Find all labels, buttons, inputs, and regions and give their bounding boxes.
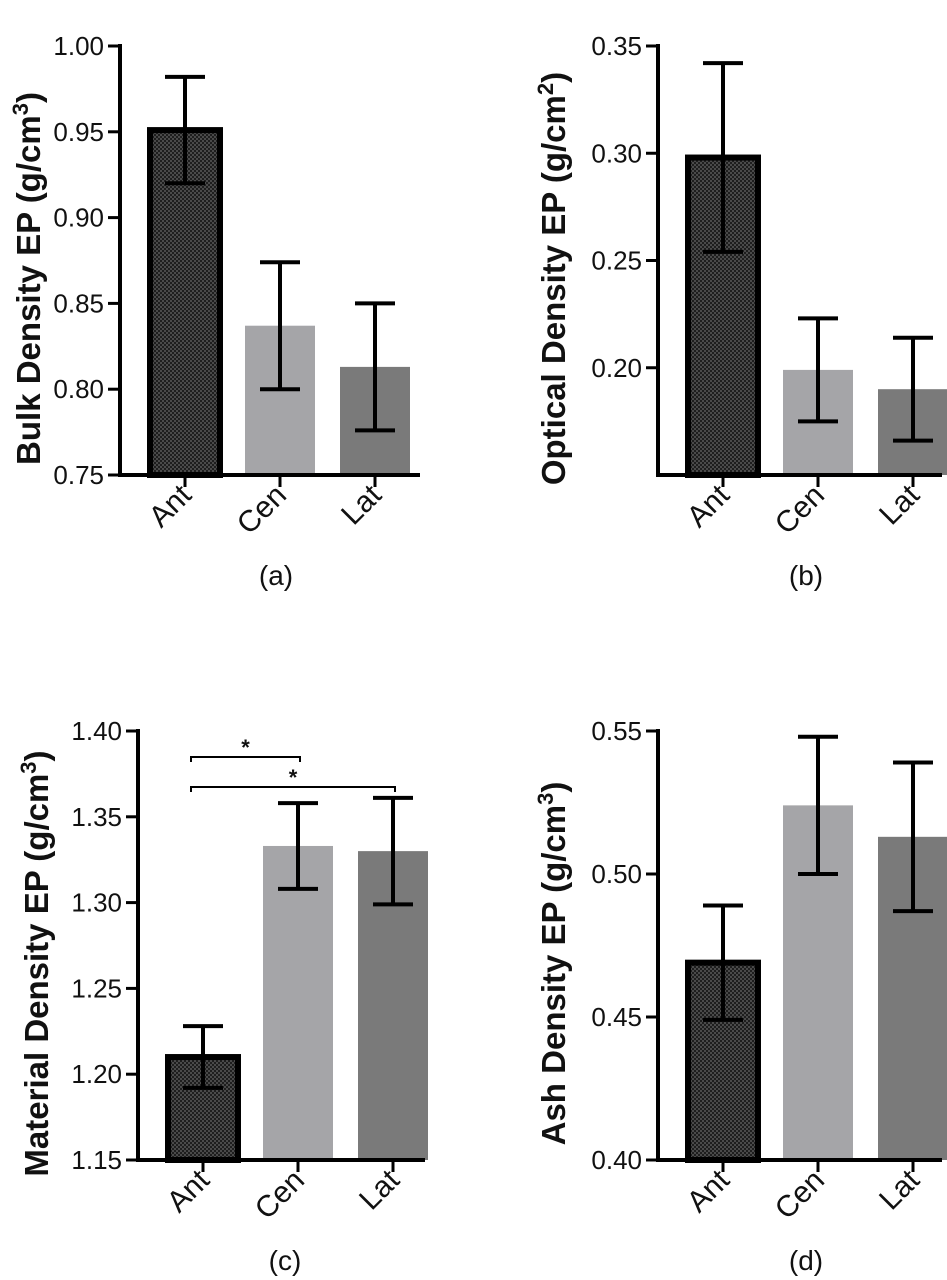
y-tick-label: 0.35: [591, 31, 642, 61]
category-label-ant: Ant: [681, 478, 737, 534]
y-tick-label: 1.00: [53, 31, 104, 61]
y-tick-label: 1.35: [71, 802, 122, 832]
category-label-lat: Lat: [873, 1163, 926, 1216]
category-label-ant: Ant: [143, 478, 199, 534]
y-axis-title: Ash Density EP (g/cm3): [533, 782, 572, 1146]
y-axis-title: Material Density EP (g/cm3): [16, 750, 55, 1176]
y-tick-label: 0.45: [591, 1002, 642, 1032]
y-tick-label: 1.15: [71, 1145, 122, 1175]
significance-star: *: [241, 735, 250, 760]
error-bar-lat: [355, 301, 395, 433]
panel-b: 0.20 0.25 0.30 0.35 Ant Cen Lat Optical Density…: [533, 31, 947, 591]
y-tick-label: 0.80: [53, 374, 104, 404]
error-bar-cen: [278, 801, 318, 891]
error-bar-ant: [183, 1024, 223, 1090]
y-tick-label: 0.20: [591, 353, 642, 383]
panel-caption: (d): [789, 1245, 823, 1276]
y-tick-label: 0.25: [591, 246, 642, 276]
y-tick-label: 1.20: [71, 1059, 122, 1089]
category-label-lat: Lat: [353, 1163, 406, 1216]
category-label-cen: Cen: [769, 1164, 831, 1226]
y-tick-label: 0.50: [591, 859, 642, 889]
error-bar-ant: [703, 903, 743, 1022]
error-bar-lat: [373, 795, 413, 907]
y-tick-label: 0.30: [591, 138, 642, 168]
bar-cen: [263, 845, 333, 1160]
error-bar-lat: [893, 760, 933, 914]
category-label-cen: Cen: [249, 1164, 311, 1226]
category-label-cen: Cen: [231, 479, 293, 541]
panel-d: 0.40 0.45 0.50 0.55 Ant Cen Lat Ash Density EP …: [533, 716, 947, 1276]
error-bar-cen: [798, 316, 838, 424]
panel-c: 1.15 1.20 1.25 1.30 1.35 1.40 Ant Cen Lat Materia…: [16, 716, 428, 1276]
y-tick-label: 0.85: [53, 288, 104, 318]
y-tick-label: 0.55: [591, 716, 642, 746]
category-label-ant: Ant: [681, 1163, 737, 1219]
y-tick-label: 0.95: [53, 117, 104, 147]
error-bar-ant: [703, 61, 743, 254]
significance-bracket: *: [190, 735, 301, 762]
category-label-cen: Cen: [769, 479, 831, 541]
category-label-lat: Lat: [873, 478, 926, 531]
significance-star: *: [289, 765, 298, 790]
error-bar-ant: [165, 74, 205, 186]
error-bar-cen: [260, 260, 300, 392]
y-tick-label: 0.75: [53, 460, 104, 490]
y-tick-label: 1.40: [71, 716, 122, 746]
y-axis-title: Optical Density EP (g/cm2): [533, 72, 572, 485]
y-tick-label: 1.25: [71, 973, 122, 1003]
y-tick-label: 0.90: [53, 203, 104, 233]
category-label-lat: Lat: [335, 478, 388, 531]
panel-a: 0.75 0.80 0.85 0.90 0.95 1.00 Ant Cen Lat Bulk De…: [8, 31, 420, 591]
category-label-ant: Ant: [161, 1163, 217, 1219]
error-bar-lat: [893, 335, 933, 443]
y-tick-label: 1.30: [71, 888, 122, 918]
panel-caption: (c): [269, 1245, 302, 1276]
panel-caption: (b): [789, 560, 823, 591]
error-bar-cen: [798, 734, 838, 876]
y-tick-label: 0.40: [591, 1145, 642, 1175]
panel-caption: (a): [259, 560, 293, 591]
y-axis-title: Bulk Density EP (g/cm3): [8, 92, 47, 465]
significance-bracket: *: [190, 765, 396, 792]
